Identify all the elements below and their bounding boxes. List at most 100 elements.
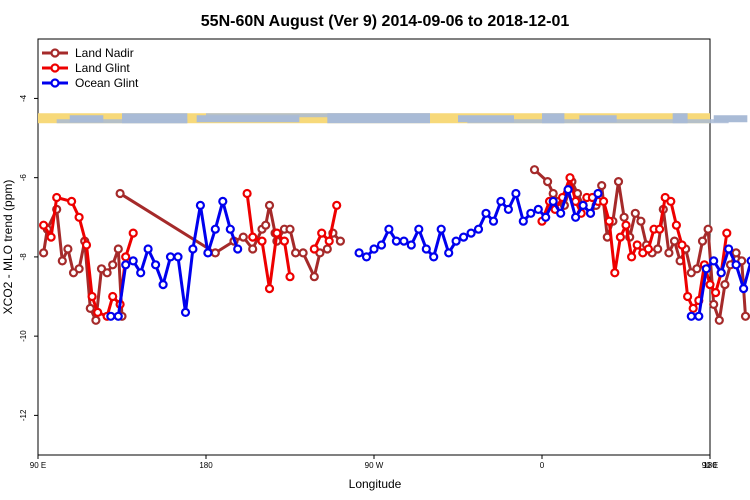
data-point <box>272 228 282 238</box>
legend-entry: Ocean Glint <box>75 76 139 90</box>
x-tick-label: 90 E <box>30 461 46 470</box>
x-tick-label: 90 E <box>702 461 718 470</box>
series-ocean-glint <box>106 185 750 321</box>
data-point <box>724 244 734 254</box>
data-point <box>128 228 138 238</box>
data-point <box>444 248 454 258</box>
data-point <box>746 256 750 266</box>
data-point <box>578 200 588 210</box>
data-point <box>115 188 125 199</box>
data-point <box>108 291 118 302</box>
data-point <box>128 256 138 266</box>
data-point <box>298 248 308 258</box>
data-point <box>556 208 566 218</box>
data-point <box>597 181 607 191</box>
data-point <box>714 315 724 325</box>
data-point <box>664 248 674 258</box>
data-point <box>636 216 646 226</box>
x-tick-label: 0 <box>540 461 545 470</box>
data-point <box>701 264 711 274</box>
data-point <box>598 196 609 206</box>
chart-title: 55N-60N August (Ver 9) 2014-09-06 to 201… <box>201 13 570 30</box>
data-point <box>621 220 631 230</box>
data-point <box>615 232 626 242</box>
data-point <box>324 236 334 246</box>
data-point <box>113 244 123 254</box>
y-tick-label: -12 <box>19 409 28 421</box>
x-axis-label: Longitude <box>349 477 402 491</box>
map-ocean-patch <box>713 115 748 123</box>
data-point <box>248 244 258 254</box>
data-point <box>38 220 49 230</box>
data-point <box>361 252 372 262</box>
data-point <box>354 248 364 258</box>
data-point <box>451 236 461 246</box>
data-point <box>332 200 342 210</box>
data-point <box>108 260 118 270</box>
data-point <box>225 224 235 234</box>
data-point <box>710 288 721 298</box>
y-tick-label: -10 <box>19 330 28 342</box>
data-point <box>697 236 708 246</box>
y-tick-label: -8 <box>19 253 28 261</box>
data-point <box>619 212 629 222</box>
map-ocean-patch <box>196 115 300 123</box>
data-point <box>414 224 424 234</box>
data-point <box>233 244 243 254</box>
data-point <box>136 268 146 278</box>
data-point <box>165 252 176 262</box>
x-tick-label: 180 <box>703 461 717 470</box>
data-point <box>63 244 73 254</box>
data-point <box>488 216 499 226</box>
data-point <box>481 208 491 218</box>
data-point <box>585 208 596 218</box>
data-point <box>158 280 168 290</box>
map-ocean-patch <box>458 115 514 123</box>
data-point <box>376 240 387 250</box>
map-ocean-patch <box>672 113 688 124</box>
data-point <box>285 272 295 282</box>
data-point <box>317 228 327 238</box>
data-point <box>529 165 540 175</box>
map-ocean-patch <box>467 119 729 124</box>
data-point <box>436 224 446 234</box>
data-point <box>682 291 693 302</box>
data-point <box>686 311 696 321</box>
data-point <box>542 177 553 187</box>
data-point <box>335 236 345 246</box>
data-point <box>740 311 750 321</box>
data-point <box>93 307 103 317</box>
y-tick-label: -6 <box>19 174 28 182</box>
data-point <box>671 220 682 230</box>
data-point <box>210 224 220 234</box>
data-point <box>692 264 702 274</box>
data-point <box>322 244 332 254</box>
legend-entry: Land Nadir <box>75 46 134 60</box>
data-point <box>429 252 439 262</box>
map-ocean-patch <box>69 115 104 123</box>
x-tick-label: 180 <box>199 461 213 470</box>
data-point <box>666 196 676 206</box>
data-point <box>369 244 379 254</box>
data-point <box>694 311 704 321</box>
data-point <box>709 299 719 309</box>
data-point <box>81 240 92 250</box>
data-point <box>653 244 663 254</box>
data-point <box>57 256 67 266</box>
data-point <box>391 236 401 246</box>
data-point <box>688 303 698 313</box>
data-point <box>604 216 614 226</box>
data-point <box>291 248 301 258</box>
data-point <box>565 173 575 183</box>
data-point <box>143 244 153 254</box>
data-point <box>541 212 551 222</box>
data-point <box>459 232 469 242</box>
data-point <box>632 240 642 250</box>
data-point <box>563 185 573 195</box>
legend-swatch-marker <box>50 78 60 88</box>
data-point <box>52 192 62 203</box>
data-point <box>533 204 543 214</box>
legend-swatch-marker <box>50 63 60 73</box>
data-point <box>102 268 112 278</box>
